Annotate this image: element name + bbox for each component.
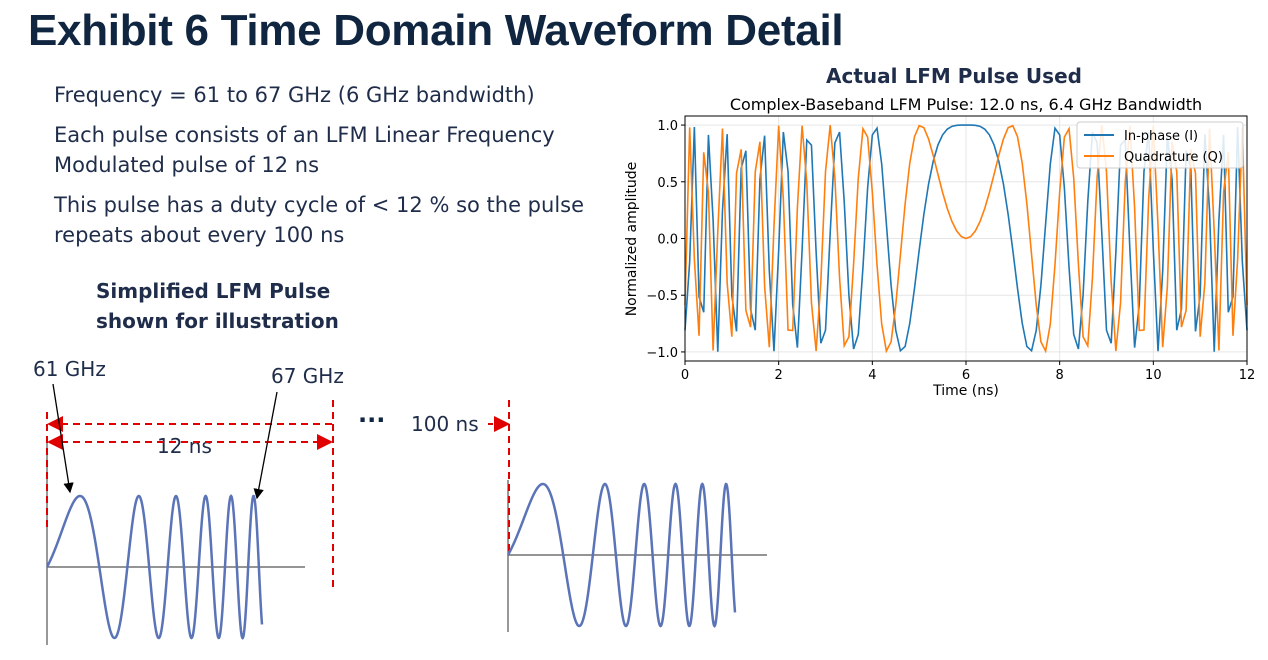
end-frequency-label: 67 GHz bbox=[271, 364, 344, 388]
end-frequency-pointer bbox=[253, 391, 278, 500]
simplified-label-line2: shown for illustration bbox=[96, 309, 339, 333]
x-tick-label: 0 bbox=[681, 368, 689, 383]
x-tick-label: 4 bbox=[868, 368, 876, 383]
x-tick-label: 6 bbox=[962, 368, 970, 383]
ellipsis: ··· bbox=[358, 406, 386, 434]
y-tick-label: 0.5 bbox=[657, 176, 678, 191]
series-in-phase-line bbox=[684, 124, 1248, 353]
x-tick-label: 12 bbox=[1239, 368, 1256, 383]
chart-title: Complex-Baseband LFM Pulse: 12.0 ns, 6.4… bbox=[730, 95, 1202, 114]
chart-ticks: 0 2 4 6 8 10 12 1.0 0.5 0.0 −0.5 −1.0 bbox=[646, 119, 1255, 383]
y-tick-label: −1.0 bbox=[646, 346, 678, 361]
bullet-frequency: Frequency = 61 to 67 GHz (6 GHz bandwidt… bbox=[54, 83, 535, 107]
y-axis-label: Normalized amplitude bbox=[624, 162, 640, 317]
chart-legend: In-phase (I) Quadrature (Q) bbox=[1076, 121, 1244, 169]
bullet-lfm-line1: Each pulse consists of an LFM Linear Fre… bbox=[54, 123, 555, 147]
simplified-wave-1 bbox=[45, 494, 264, 640]
slide-title: Exhibit 6 Time Domain Waveform Detail bbox=[28, 6, 844, 55]
x-tick-label: 2 bbox=[775, 368, 783, 383]
y-tick-label: 1.0 bbox=[657, 119, 678, 134]
bullet-duty-line2: repeats about every 100 ns bbox=[54, 223, 345, 247]
legend-label-i: In-phase (I) bbox=[1124, 129, 1198, 144]
period-label: 100 ns bbox=[411, 412, 479, 436]
bullet-duty-line1: This pulse has a duty cycle of < 12 % so… bbox=[54, 193, 585, 217]
bullet-lfm-line2: Modulated pulse of 12 ns bbox=[54, 153, 320, 177]
y-tick-label: 0.0 bbox=[657, 233, 678, 248]
start-frequency-label: 61 GHz bbox=[33, 357, 106, 381]
x-tick-label: 8 bbox=[1056, 368, 1064, 383]
simplified-label-line1: Simplified LFM Pulse bbox=[96, 279, 331, 303]
x-axis-label: Time (ns) bbox=[932, 383, 999, 399]
actual-pulse-label: Actual LFM Pulse Used bbox=[826, 64, 1082, 88]
legend-label-q: Quadrature (Q) bbox=[1124, 150, 1223, 165]
simplified-wave-2 bbox=[506, 482, 737, 628]
y-tick-label: −0.5 bbox=[646, 289, 678, 304]
x-tick-label: 10 bbox=[1145, 368, 1162, 383]
legend-box bbox=[1076, 121, 1244, 169]
start-frequency-pointer bbox=[52, 383, 74, 494]
